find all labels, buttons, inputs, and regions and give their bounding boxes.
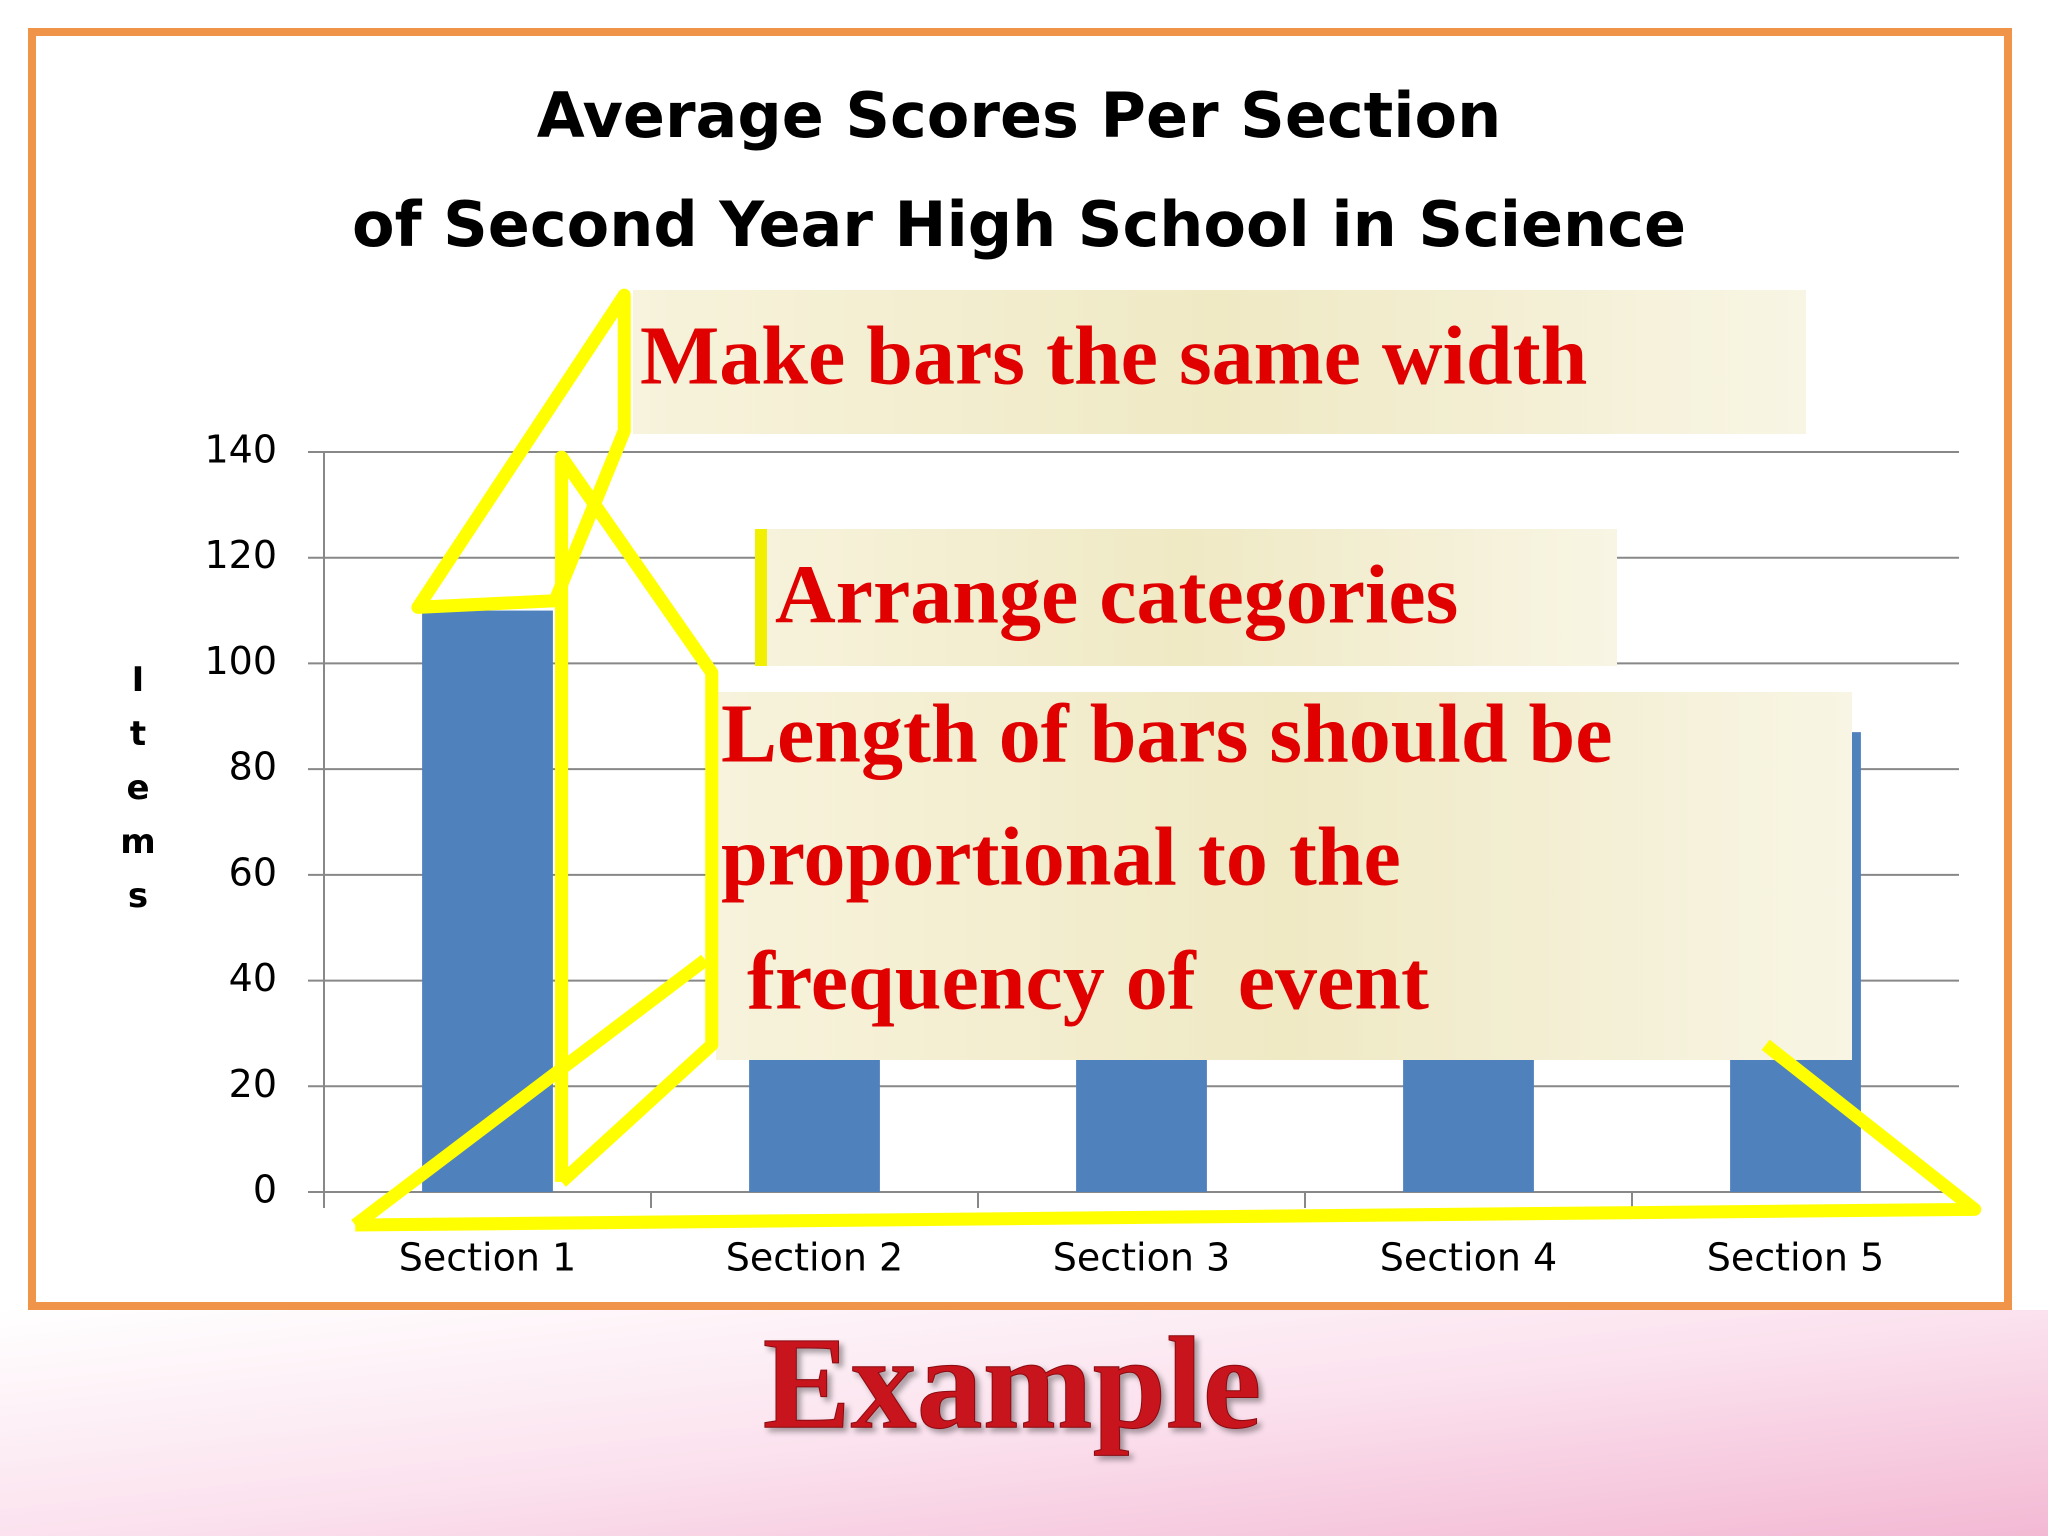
highlight (351, 954, 710, 1231)
bar (422, 610, 553, 1192)
note: Arrange categories (775, 548, 1458, 641)
x-tick-label: Section 3 (1053, 1236, 1230, 1280)
y-tick-label: 100 (204, 639, 277, 683)
x-tick-label: Section 5 (1707, 1236, 1884, 1280)
annotations: Make bars the same width Arrange categor… (351, 288, 1982, 1232)
x-tick-label: Section 4 (1380, 1236, 1557, 1280)
y-tick-label: 60 (229, 850, 277, 894)
note: proportional to the (721, 810, 1401, 903)
note-box (755, 529, 1617, 666)
chart-title: Average Scores Per Section (537, 79, 1502, 152)
highlight (555, 450, 719, 1187)
y-axis-label: Items (118, 660, 158, 930)
footer-bg (0, 1310, 2048, 1536)
note-box (633, 290, 1806, 434)
x-tick-label: Section 2 (726, 1236, 903, 1280)
note: frequency of event (747, 934, 1429, 1027)
x-tick-label: Section 1 (399, 1236, 576, 1280)
y-tick-label: 140 (204, 428, 277, 472)
note: Make bars the same width (640, 309, 1587, 402)
y-tick-label: 80 (229, 745, 277, 789)
note: Length of bars should be (721, 687, 1613, 780)
cursor-bar (755, 529, 767, 666)
y-tick-label: 120 (204, 533, 277, 577)
y-tick-label: 20 (229, 1062, 277, 1106)
footer-title: Example (763, 1309, 1262, 1456)
highlight (355, 1039, 1982, 1232)
slide-frame (28, 28, 2012, 1310)
y-tick-label: 40 (229, 956, 277, 1000)
note-box (716, 692, 1852, 1060)
y-tick-label: 0 (253, 1168, 277, 1212)
chart-title: of Second Year High School in Science (352, 188, 1686, 261)
highlight-shapes (351, 288, 1982, 1232)
highlight (411, 288, 631, 614)
